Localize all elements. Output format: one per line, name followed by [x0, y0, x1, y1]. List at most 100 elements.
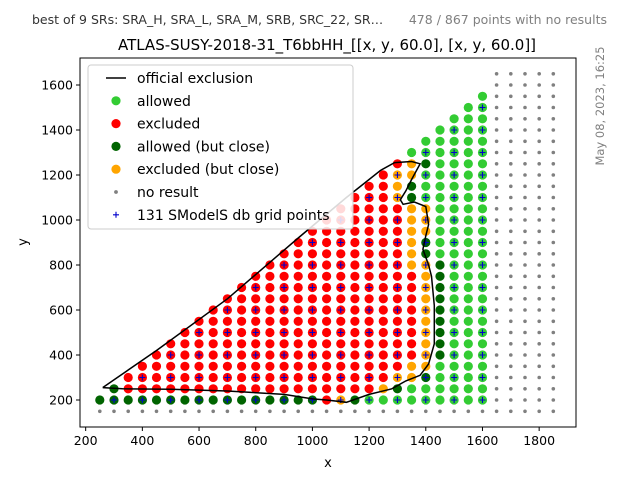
- point-no-result: [551, 387, 556, 391]
- grid-point-marker: [281, 262, 288, 268]
- point-no-result: [537, 375, 541, 380]
- point-allowed: [463, 316, 473, 326]
- point-no-result: [551, 184, 556, 189]
- point-no-result: [509, 117, 513, 121]
- grid-point-marker: [422, 194, 429, 201]
- point-allowed-close: [151, 395, 162, 405]
- grid-point-marker: [167, 352, 174, 358]
- grid-point-marker: [451, 194, 458, 201]
- grid-point-marker: [224, 374, 231, 381]
- point-no-result: [523, 207, 527, 211]
- point-no-result: [395, 409, 400, 414]
- point-no-result: [509, 342, 513, 346]
- point-no-result: [509, 173, 513, 177]
- chart-title: ATLAS-SUSY-2018-31_T6bbHH_[[x, y, 60.0],…: [118, 36, 536, 55]
- x-tick-label: 1400: [410, 433, 442, 448]
- point-excluded: [407, 282, 417, 293]
- point-excluded: [123, 372, 133, 383]
- point-no-result: [551, 173, 556, 177]
- grid-point-marker: [196, 352, 203, 358]
- point-no-result: [509, 128, 513, 132]
- point-excluded: [364, 226, 374, 236]
- point-no-result: [509, 274, 513, 279]
- point-excluded-close: [407, 260, 417, 270]
- point-allowed-close: [435, 305, 445, 315]
- point-no-result: [509, 207, 513, 211]
- point-excluded: [336, 316, 346, 326]
- point-no-result: [239, 409, 244, 414]
- point-excluded: [237, 294, 247, 304]
- grid-point-marker: [167, 374, 174, 381]
- point-excluded: [151, 361, 162, 371]
- point-excluded: [364, 339, 374, 349]
- legend: official exclusion allowed excluded allowed…: [87, 64, 354, 230]
- point-no-result: [509, 252, 513, 256]
- point-excluded: [265, 384, 275, 394]
- point-allowed-close: [421, 159, 431, 169]
- point-allowed: [477, 114, 488, 124]
- point-no-result: [494, 229, 499, 234]
- point-excluded: [364, 316, 374, 326]
- grid-point-marker: [394, 172, 401, 178]
- point-excluded: [208, 361, 218, 371]
- point-excluded: [378, 372, 388, 383]
- point-no-result: [339, 409, 343, 414]
- point-excluded: [279, 384, 289, 394]
- legend-marker-allowed-close: [111, 141, 121, 151]
- point-allowed: [463, 226, 473, 236]
- grid-point-marker: [479, 104, 486, 111]
- point-no-result: [551, 162, 556, 166]
- point-no-result: [523, 184, 527, 189]
- point-no-result: [537, 128, 541, 132]
- point-allowed: [477, 294, 488, 304]
- point-excluded: [350, 226, 360, 236]
- point-no-result: [183, 409, 187, 414]
- point-excluded: [293, 327, 303, 338]
- point-no-result: [523, 364, 527, 369]
- point-no-result: [494, 218, 499, 222]
- legend-label-allowed: allowed: [137, 94, 191, 110]
- point-excluded-close: [407, 170, 417, 180]
- point-excluded-close: [407, 226, 417, 236]
- point-no-result: [551, 330, 556, 335]
- point-excluded: [251, 316, 261, 326]
- grid-point-marker: [479, 262, 486, 268]
- point-excluded: [364, 249, 374, 259]
- point-allowed: [463, 372, 473, 383]
- point-no-result: [494, 150, 499, 155]
- point-allowed: [378, 395, 388, 405]
- x-tick-label: 800: [244, 433, 268, 448]
- point-no-result: [551, 274, 556, 279]
- point-excluded: [322, 271, 332, 281]
- point-excluded: [378, 181, 388, 191]
- point-excluded: [279, 339, 289, 349]
- point-allowed: [463, 260, 473, 270]
- point-no-result: [494, 375, 499, 380]
- point-no-result: [523, 128, 527, 132]
- point-excluded: [180, 339, 190, 349]
- grid-point-marker: [422, 284, 429, 291]
- point-no-result: [452, 409, 456, 414]
- point-no-result: [537, 94, 541, 99]
- point-no-result: [494, 297, 499, 301]
- point-allowed-close: [435, 271, 445, 281]
- point-excluded: [364, 204, 374, 214]
- point-excluded-close: [407, 361, 417, 371]
- point-no-result: [154, 409, 159, 414]
- grid-point-marker: [196, 329, 203, 336]
- point-allowed: [463, 159, 473, 169]
- point-allowed: [463, 181, 473, 191]
- y-tick-label: 1200: [41, 168, 73, 183]
- point-no-result: [537, 398, 541, 402]
- grid-point-marker: [394, 217, 401, 223]
- point-no-result: [509, 308, 513, 312]
- point-excluded: [307, 249, 317, 259]
- grid-point-marker: [394, 239, 401, 246]
- grid-point-marker: [366, 307, 373, 313]
- point-no-result: [409, 409, 414, 414]
- point-excluded-close: [407, 249, 417, 259]
- point-allowed: [435, 147, 445, 158]
- x-tick-label: 1200: [353, 433, 385, 448]
- grid-point-marker: [309, 307, 316, 313]
- grid-point-marker: [366, 397, 373, 403]
